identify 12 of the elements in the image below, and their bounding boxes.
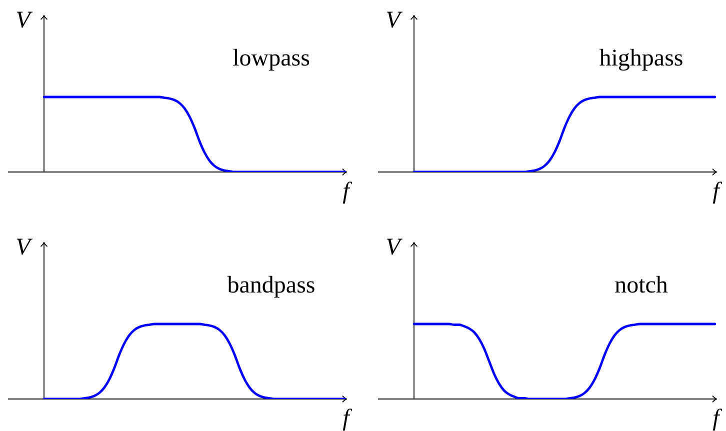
chart-title: notch xyxy=(614,272,668,298)
chart-title: bandpass xyxy=(227,272,316,298)
y-axis-title: V xyxy=(16,7,33,34)
y-axis-title: V xyxy=(386,234,403,260)
x-axis-title: f xyxy=(712,178,723,204)
chart-title: lowpass xyxy=(232,45,310,72)
x-axis-title: f xyxy=(342,178,353,204)
y-axis-title: V xyxy=(386,7,403,34)
x-axis-title: f xyxy=(712,405,723,431)
x-axis-title: f xyxy=(342,405,353,431)
chart-title: highpass xyxy=(599,45,684,72)
y-axis-title: V xyxy=(16,234,33,260)
